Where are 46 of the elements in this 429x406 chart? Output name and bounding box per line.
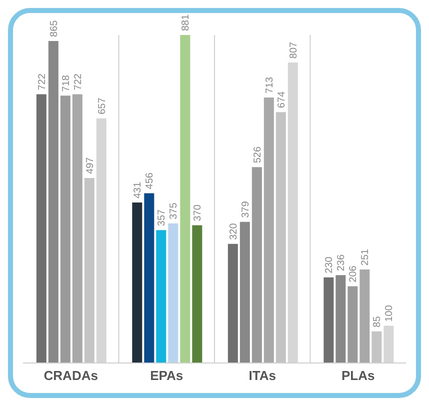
data-label: 722 <box>72 73 84 90</box>
data-label: 85 <box>372 316 384 328</box>
bar <box>132 202 142 363</box>
bar <box>228 244 238 363</box>
data-label: 865 <box>48 20 60 37</box>
data-label: 657 <box>96 97 108 114</box>
data-label: 206 <box>348 265 360 282</box>
data-label: 320 <box>228 222 240 240</box>
data-label: 100 <box>384 304 396 322</box>
bar <box>72 94 82 363</box>
data-label: 357 <box>156 208 168 226</box>
data-label: 379 <box>240 200 252 218</box>
bar <box>168 223 178 363</box>
bar <box>48 40 58 363</box>
data-label: 722 <box>36 73 48 90</box>
x-tick-label: PLAs <box>342 368 375 384</box>
bar <box>144 193 154 363</box>
bar <box>324 277 334 363</box>
x-tick-label: EPAs <box>150 368 184 384</box>
bar <box>348 286 358 363</box>
data-label: 370 <box>192 204 204 222</box>
x-tick-label: CRADAs <box>44 368 98 384</box>
bar <box>360 270 370 363</box>
data-label: 375 <box>168 202 180 220</box>
bar <box>60 96 70 363</box>
data-label: 230 <box>324 256 336 274</box>
data-label: 497 <box>84 156 96 174</box>
bar <box>156 230 166 363</box>
bar <box>36 94 46 363</box>
x-tick-label: ITAs <box>248 368 276 384</box>
data-label: 526 <box>252 146 264 164</box>
data-label: 718 <box>60 74 72 92</box>
bar <box>240 222 250 363</box>
data-label: 674 <box>276 90 288 108</box>
bar <box>180 35 190 363</box>
data-label: 431 <box>132 181 144 199</box>
data-label: 881 <box>180 14 192 31</box>
bar <box>252 167 262 363</box>
data-label: 251 <box>360 248 372 266</box>
data-label: 456 <box>144 172 156 190</box>
data-label: 713 <box>264 76 276 94</box>
data-label: 236 <box>336 254 348 272</box>
bar <box>192 225 202 363</box>
data-label: 807 <box>288 41 300 59</box>
bar <box>336 275 346 363</box>
bar <box>264 98 274 363</box>
